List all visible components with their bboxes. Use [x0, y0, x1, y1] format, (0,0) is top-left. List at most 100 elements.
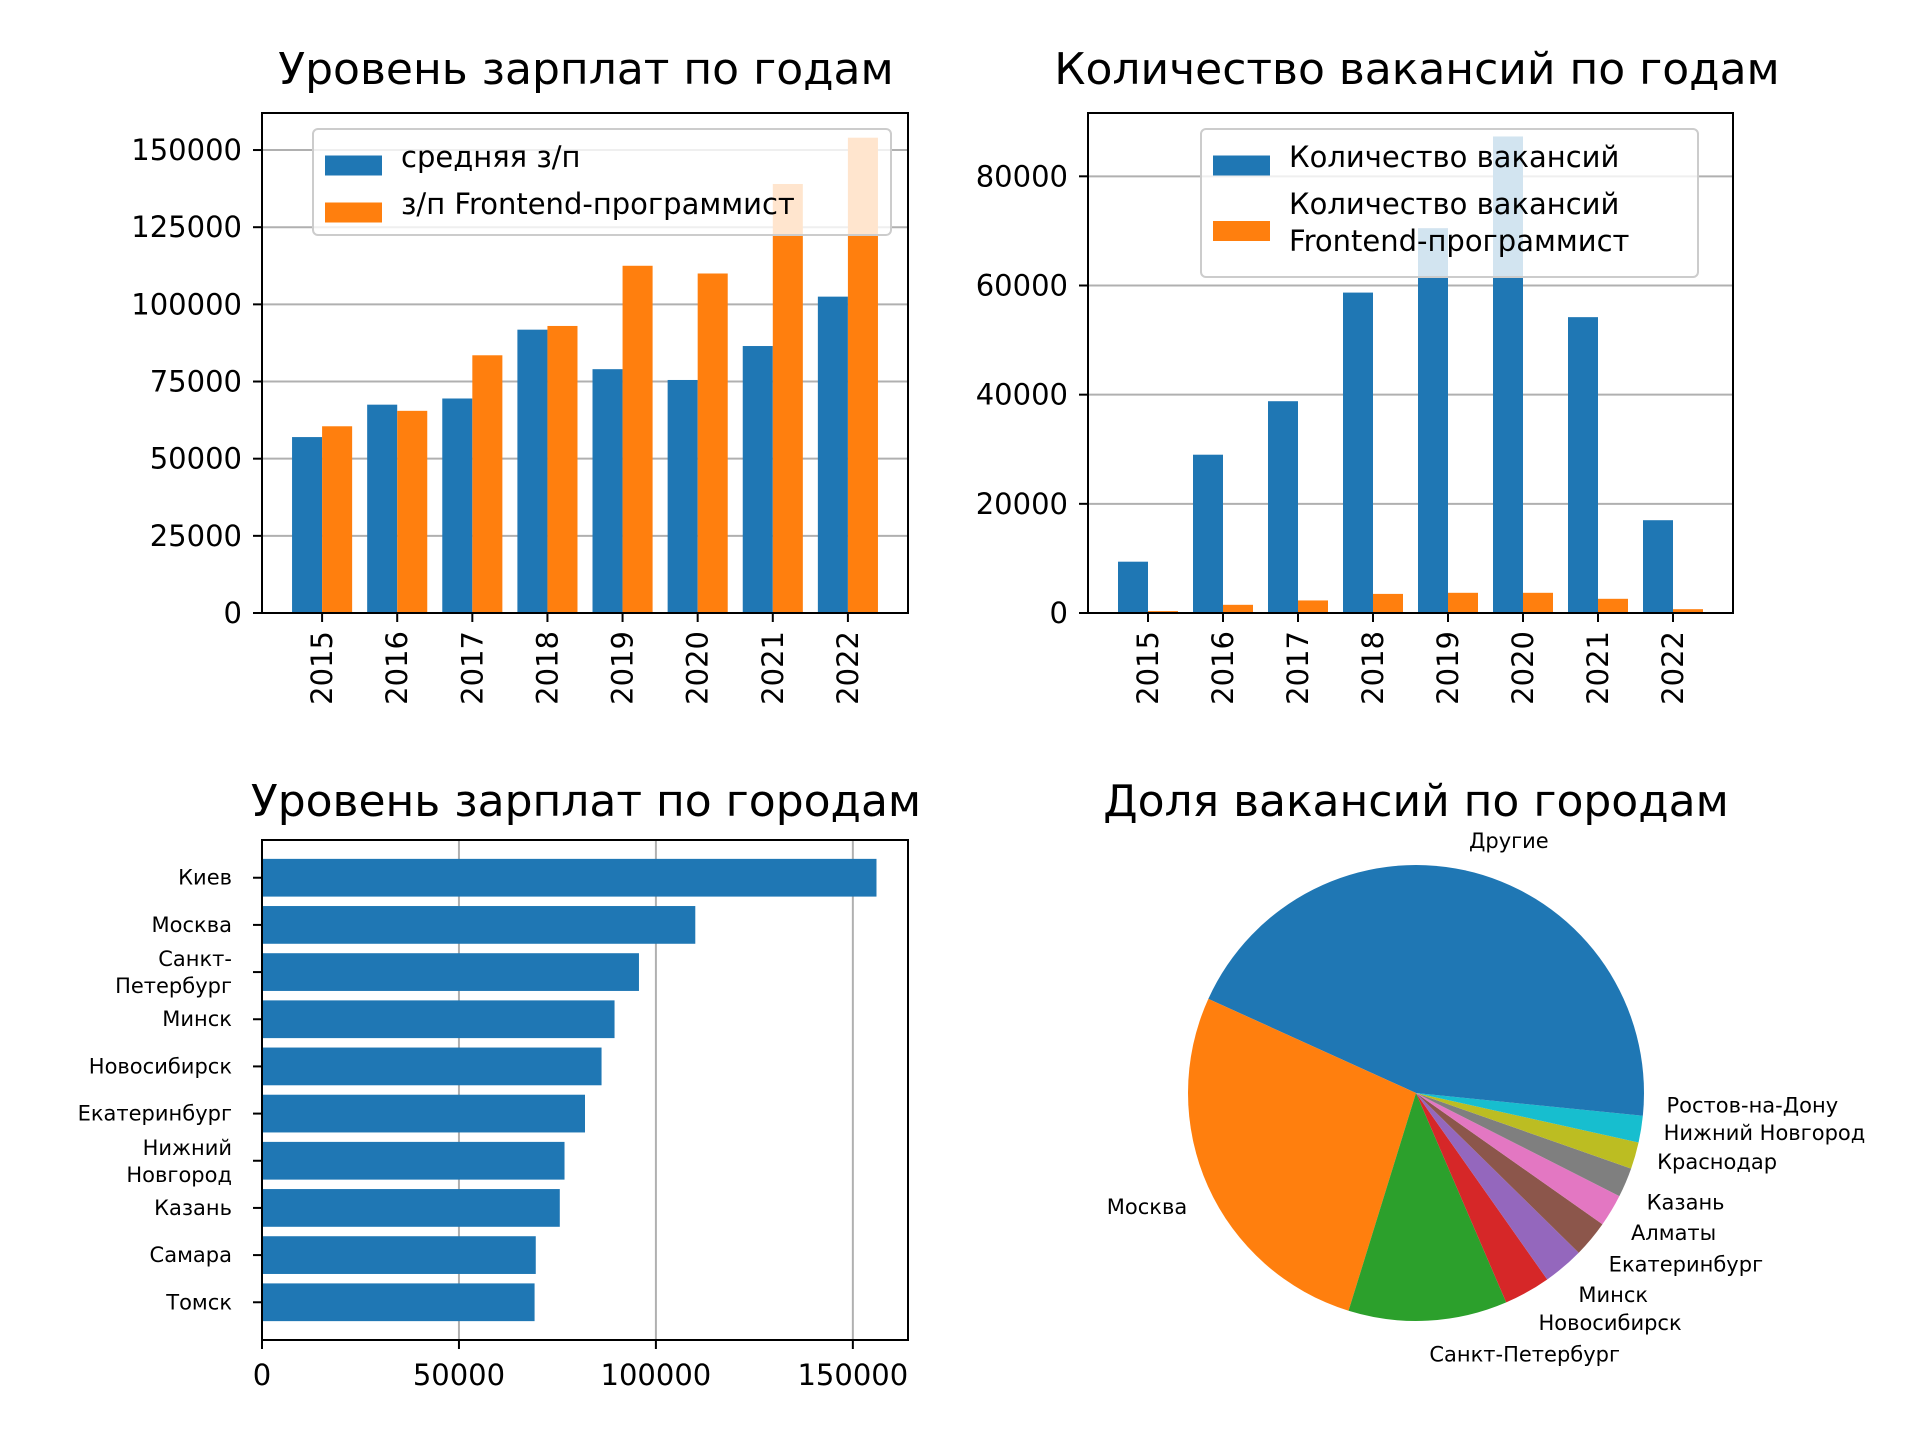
- y-tick-label: Нижний: [143, 1136, 232, 1160]
- x-tick-label-2017: 2017: [455, 631, 489, 705]
- pie-label-новосибирск: Новосибирск: [1538, 1311, 1681, 1335]
- x-tick-label-2020: 2020: [1506, 631, 1540, 705]
- x-tick-label-2015: 2015: [1131, 631, 1165, 705]
- bar-2019-series-1: [1448, 592, 1478, 613]
- x-tick-label: 0: [253, 1358, 271, 1392]
- pie-label-ростов-на-дону: Ростов-на-Дону: [1666, 1094, 1838, 1118]
- y-tick-label: Петербург: [115, 974, 232, 998]
- y-tick-label: Новгород: [126, 1163, 232, 1187]
- vacancy-share-by-city-title: Доля вакансий по городам: [1103, 776, 1729, 827]
- bar-2019-series-0: [1418, 228, 1448, 613]
- pie-slice-нижний-новгород: [1416, 1093, 1643, 1143]
- bar-2018-series-1: [1373, 593, 1403, 613]
- bar-2021-series-0: [742, 346, 773, 613]
- bar-2017-series-1: [1298, 600, 1328, 613]
- y-tick-label: Москва: [152, 913, 232, 937]
- bar-2020-series-1: [697, 273, 728, 613]
- bar-2021-series-1: [772, 183, 803, 613]
- pie-slice-екатеринбург: [1416, 1093, 1603, 1253]
- legend-swatch: [1213, 221, 1270, 241]
- y-tick-label: Минск: [162, 1007, 232, 1031]
- vacancy-share-by-city-chart: Доля вакансий по городам Другие Москва Сан…: [1103, 776, 1865, 1366]
- bar-2015-series-0: [1118, 561, 1148, 613]
- x-tick-label: 100000: [601, 1358, 712, 1392]
- x-tick-label-2022: 2022: [831, 631, 865, 705]
- pie-slice-санкт-петербург: [1348, 1093, 1507, 1322]
- pie-label-нижний-новгород: Нижний Новгород: [1664, 1121, 1866, 1145]
- bar-2018-series-0: [1343, 292, 1373, 613]
- bar-томск: [262, 1283, 535, 1322]
- legend-label: средняя з/п: [401, 140, 580, 174]
- y-tick-label: 0: [224, 596, 242, 630]
- y-tick-label: 80000: [976, 159, 1068, 193]
- pie-slice-ростов-на-дону: [1416, 1093, 1644, 1116]
- bar-казань: [262, 1189, 560, 1227]
- y-tick-label: 0: [1050, 596, 1068, 630]
- pie-label-санкт-петербург: Санкт-Петербург: [1429, 1342, 1620, 1366]
- x-tick-label-2018: 2018: [530, 631, 564, 705]
- bar-2020-series-0: [667, 379, 698, 613]
- bar-2019-series-1: [622, 265, 653, 613]
- x-tick-label-2022: 2022: [1656, 631, 1690, 705]
- pie-label-краснодар: Краснодар: [1657, 1150, 1777, 1174]
- pie-label-екатеринбург: Екатеринбург: [1609, 1253, 1763, 1277]
- y-tick-label: 150000: [131, 133, 242, 167]
- bar-2021-series-1: [1598, 598, 1628, 613]
- bar-москва: [262, 906, 696, 944]
- bar-минск: [262, 1000, 615, 1039]
- bar-2016-series-0: [367, 404, 398, 613]
- pie-slice-москва: [1188, 998, 1416, 1311]
- legend-label: Количество вакансий: [1289, 140, 1619, 174]
- legend-label: з/п Frontend-программист: [401, 187, 795, 221]
- x-tick-label-2017: 2017: [1281, 631, 1315, 705]
- salary-by-year-chart: Уровень зарплат по годам 0 25000 50000 7500…: [131, 44, 909, 705]
- x-tick-label-2021: 2021: [1581, 631, 1615, 705]
- bar-2015-series-0: [292, 437, 323, 613]
- bar-2017-series-0: [442, 398, 473, 613]
- y-tick-label: 40000: [976, 378, 1068, 412]
- vacancies-by-year-title: Количество вакансий по годам: [1054, 44, 1779, 95]
- bar-2022-series-0: [1643, 520, 1673, 613]
- bar-2020-series-1: [1523, 592, 1553, 613]
- pie-label-казань: Казань: [1647, 1191, 1725, 1215]
- bar-2019-series-0: [592, 369, 623, 613]
- x-tick-label-2016: 2016: [1206, 631, 1240, 705]
- y-tick-label: 20000: [976, 487, 1068, 521]
- legend-box: [1200, 128, 1699, 278]
- legend-swatch: [1213, 155, 1270, 176]
- pie-slice-минск: [1416, 1093, 1579, 1280]
- legend-label: Frontend-программист: [1289, 224, 1630, 258]
- pie-label-минск: Минск: [1578, 1283, 1648, 1307]
- y-tick-label: Казань: [154, 1196, 232, 1220]
- x-tick-label-2019: 2019: [1431, 631, 1465, 705]
- bar-2021-series-0: [1568, 317, 1598, 613]
- legend-swatch: [325, 202, 382, 223]
- y-tick-label: 60000: [976, 268, 1068, 302]
- bar-2022-series-1: [1673, 609, 1703, 613]
- y-tick-label: 125000: [131, 210, 242, 244]
- x-tick-label-2016: 2016: [380, 631, 414, 705]
- bar-екатеринбург: [262, 1094, 585, 1133]
- plot-frame: [261, 839, 909, 1341]
- pie-slice-другие: [1208, 865, 1644, 1093]
- salary-by-year-title: Уровень зарплат по годам: [278, 44, 893, 95]
- legend-box: [312, 128, 892, 236]
- bar-2016-series-0: [1193, 454, 1223, 613]
- bar-киев: [262, 858, 877, 897]
- bar-нижний-новгород: [262, 1141, 565, 1180]
- bar-самара: [262, 1236, 536, 1274]
- bar-2018-series-0: [517, 329, 548, 613]
- x-tick-label-2020: 2020: [681, 631, 715, 705]
- bar-2017-series-1: [472, 355, 503, 613]
- y-tick-label: Екатеринбург: [78, 1102, 232, 1126]
- pie-label-алматы: Алматы: [1631, 1221, 1716, 1245]
- bar-2022-series-0: [817, 296, 848, 613]
- y-tick-label: Томск: [165, 1290, 232, 1314]
- x-tick-label-2015: 2015: [305, 631, 339, 705]
- legend-label: Количество вакансий: [1289, 187, 1619, 221]
- x-tick-label-2018: 2018: [1356, 631, 1390, 705]
- legend-swatch: [325, 155, 382, 176]
- plot-frame: [261, 112, 909, 614]
- pie-label-москва: Москва: [1107, 1195, 1187, 1219]
